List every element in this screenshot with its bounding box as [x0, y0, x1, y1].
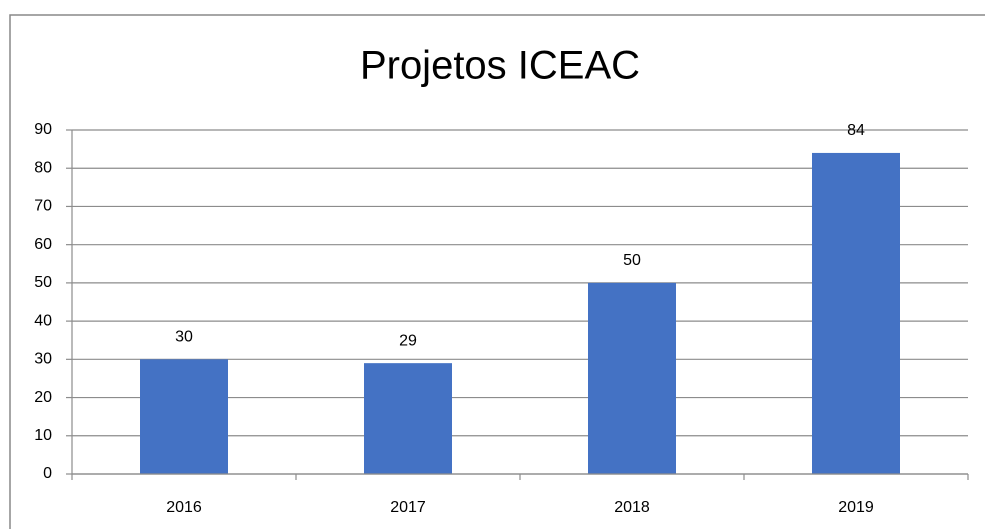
y-tick-label: 0	[43, 465, 52, 482]
data-label: 84	[847, 122, 865, 139]
y-tick-label: 30	[34, 351, 52, 368]
chart-title: Projetos ICEAC	[360, 44, 640, 88]
y-tick-label: 80	[34, 159, 52, 176]
y-tick-label: 70	[34, 198, 52, 215]
data-label: 50	[623, 252, 641, 269]
x-tick-label: 2017	[390, 499, 426, 516]
bar	[364, 363, 452, 474]
y-tick-label: 20	[34, 389, 52, 406]
y-tick-label: 40	[34, 312, 52, 329]
bar	[588, 282, 676, 474]
bar	[812, 152, 900, 474]
x-tick-label: 2019	[838, 499, 874, 516]
x-tick-label: 2018	[614, 499, 650, 516]
y-tick-label: 50	[34, 274, 52, 291]
bar	[140, 359, 228, 474]
y-tick-label: 10	[34, 427, 52, 444]
data-label: 29	[399, 332, 417, 349]
y-tick-label: 60	[34, 236, 52, 253]
y-tick-label: 90	[34, 121, 52, 138]
data-label: 30	[175, 329, 193, 346]
x-tick-label: 2016	[166, 499, 202, 516]
